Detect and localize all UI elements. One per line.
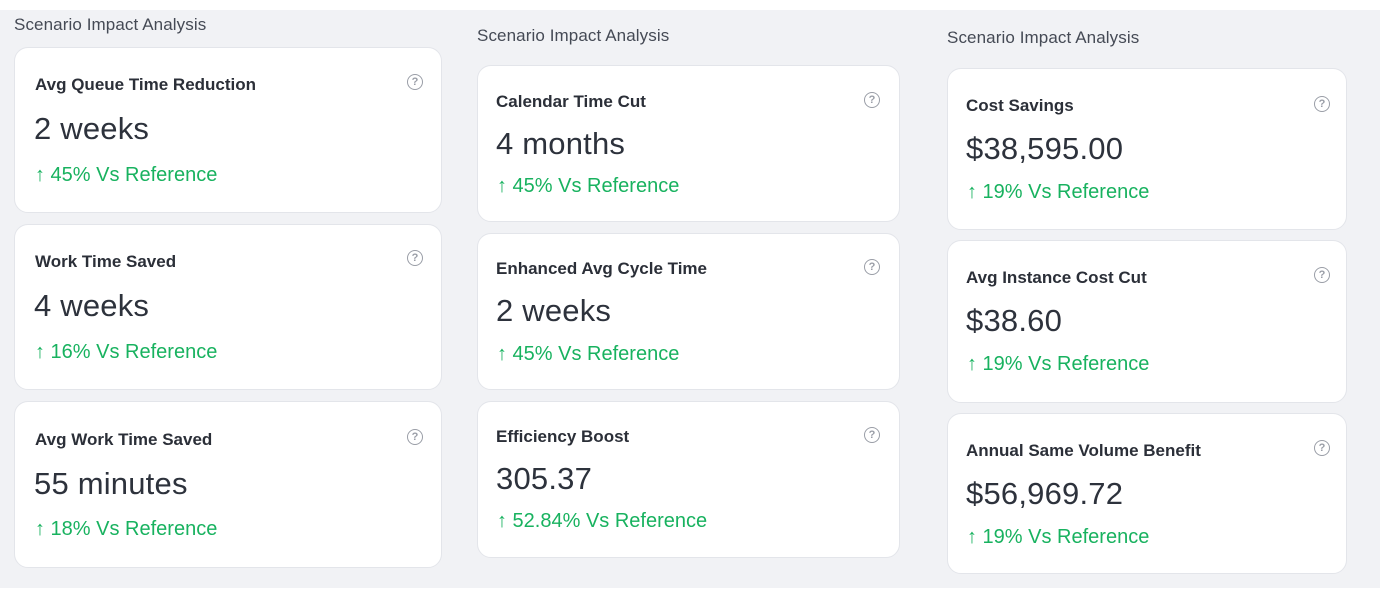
help-icon[interactable]: ? xyxy=(1314,440,1330,456)
metric-label: Cost Savings xyxy=(966,96,1074,115)
metric-card-avg-instance-cost-cut[interactable]: Avg Instance Cost Cut ? $38.60 ↑ 19% Vs … xyxy=(947,240,1347,403)
metric-delta: ↑ 16% Vs Reference xyxy=(35,341,218,363)
metric-card-enhanced-avg-cycle-time[interactable]: Enhanced Avg Cycle Time ? 2 weeks ↑ 45% … xyxy=(477,233,900,390)
column-title: Scenario Impact Analysis xyxy=(477,26,670,45)
metric-value: 55 minutes xyxy=(34,466,188,501)
metric-card-efficiency-boost[interactable]: Efficiency Boost ? 305.37 ↑ 52.84% Vs Re… xyxy=(477,401,900,558)
metric-label: Enhanced Avg Cycle Time xyxy=(496,259,707,278)
help-icon[interactable]: ? xyxy=(864,92,880,108)
metric-delta: ↑ 52.84% Vs Reference xyxy=(497,510,708,532)
column-title: Scenario Impact Analysis xyxy=(947,28,1140,47)
help-icon[interactable]: ? xyxy=(864,259,880,275)
metric-card-cost-savings[interactable]: Cost Savings ? $38,595.00 ↑ 19% Vs Refer… xyxy=(947,68,1347,230)
metric-value: $56,969.72 xyxy=(966,476,1124,511)
help-icon[interactable]: ? xyxy=(864,427,880,443)
metric-card-work-time-saved[interactable]: Work Time Saved ? 4 weeks ↑ 16% Vs Refer… xyxy=(14,224,442,390)
metric-label: Avg Work Time Saved xyxy=(35,430,213,449)
metric-label: Calendar Time Cut xyxy=(496,92,646,111)
metric-label: Avg Queue Time Reduction xyxy=(35,75,257,94)
help-icon[interactable]: ? xyxy=(407,74,423,90)
metric-label: Efficiency Boost xyxy=(496,427,630,446)
metric-label: Annual Same Volume Benefit xyxy=(966,441,1201,460)
help-icon[interactable]: ? xyxy=(407,250,423,266)
metric-delta: ↑ 18% Vs Reference xyxy=(35,518,218,540)
metric-delta: ↑ 19% Vs Reference xyxy=(967,353,1150,375)
metric-delta: ↑ 19% Vs Reference xyxy=(967,181,1150,203)
metric-card-avg-queue-time-reduction[interactable]: Avg Queue Time Reduction ? 2 weeks ↑ 45%… xyxy=(14,47,442,213)
metric-value: $38.60 xyxy=(966,303,1063,338)
scenario-panel: Scenario Impact Analysis Avg Queue Time … xyxy=(0,10,1380,588)
metric-value: 2 weeks xyxy=(34,111,150,146)
metric-label: Work Time Saved xyxy=(35,252,177,271)
column-title: Scenario Impact Analysis xyxy=(14,15,207,34)
metric-label: Avg Instance Cost Cut xyxy=(966,268,1147,287)
metric-delta: ↑ 45% Vs Reference xyxy=(35,164,218,186)
metric-value: 4 weeks xyxy=(34,288,150,323)
metric-value: $38,595.00 xyxy=(966,131,1124,166)
metric-delta: ↑ 45% Vs Reference xyxy=(497,175,680,197)
metric-value: 2 weeks xyxy=(496,293,612,328)
metric-delta: ↑ 19% Vs Reference xyxy=(967,526,1150,548)
help-icon[interactable]: ? xyxy=(1314,96,1330,112)
help-icon[interactable]: ? xyxy=(407,429,423,445)
metric-card-calendar-time-cut[interactable]: Calendar Time Cut ? 4 months ↑ 45% Vs Re… xyxy=(477,65,900,222)
metric-value: 4 months xyxy=(496,126,626,161)
metric-value: 305.37 xyxy=(496,461,593,496)
metric-card-avg-work-time-saved[interactable]: Avg Work Time Saved ? 55 minutes ↑ 18% V… xyxy=(14,401,442,568)
help-icon[interactable]: ? xyxy=(1314,267,1330,283)
metric-delta: ↑ 45% Vs Reference xyxy=(497,343,680,365)
metric-card-annual-same-volume-benefit[interactable]: Annual Same Volume Benefit ? $56,969.72 … xyxy=(947,413,1347,574)
